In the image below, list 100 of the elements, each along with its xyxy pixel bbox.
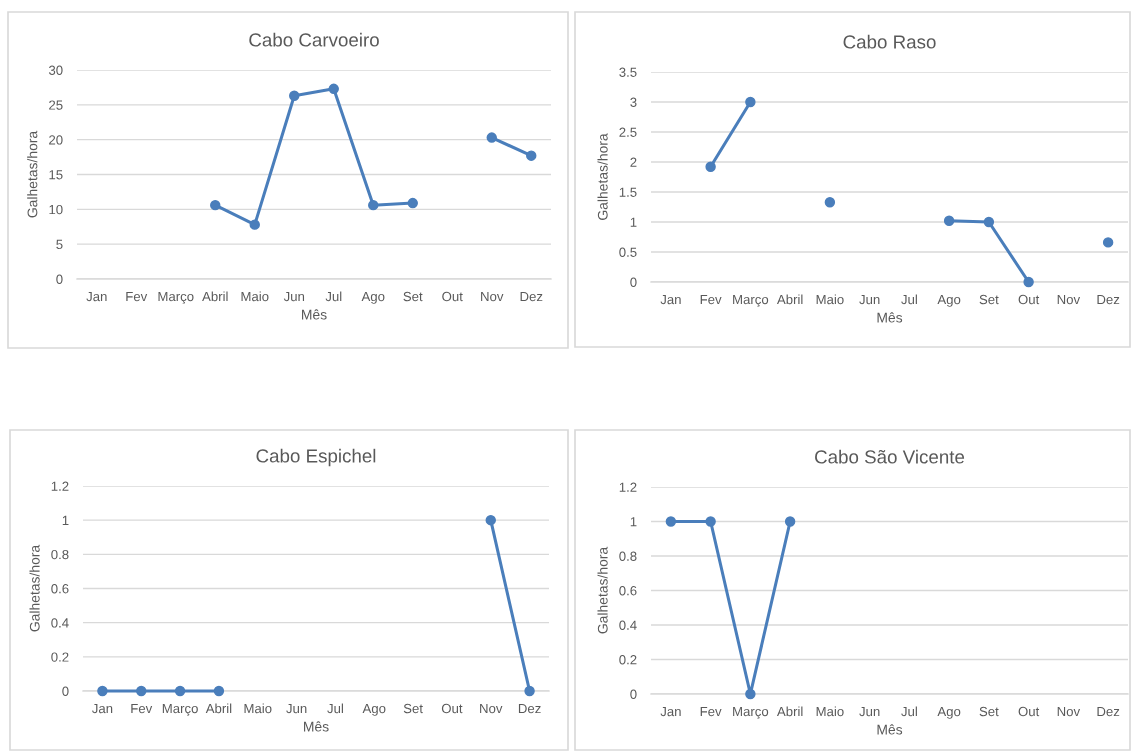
y-tick-label: 0 (56, 274, 63, 284)
x-tick-label: Dez (518, 703, 541, 714)
point (983, 216, 995, 228)
x-tick-label: Set (979, 706, 999, 717)
x-tick-label: Março (162, 703, 198, 716)
x-tick-label: Jan (660, 294, 681, 305)
y-tick-label: 0 (630, 689, 637, 699)
x-tick-label: Fev (126, 291, 148, 302)
y-tick-label: 2.5 (619, 127, 637, 137)
x-tick-label: Jan (91, 703, 113, 714)
x-axis-title: Mês (877, 312, 903, 323)
y-tick-label: 0 (630, 277, 637, 287)
x-tick-label: Ago (937, 706, 961, 719)
x-tick-label: Nov (480, 703, 503, 714)
y-tick-label: 0.5 (619, 247, 637, 257)
point (526, 150, 537, 161)
x-tick-label: Set (403, 703, 423, 714)
x-axis-title: Mês (302, 309, 327, 320)
point (745, 96, 756, 108)
y-axis-title: Galhetas/hora (27, 130, 38, 218)
x-tick-label: Abril (776, 294, 803, 305)
point (824, 196, 836, 208)
y-tick-label: 3.5 (619, 67, 637, 77)
x-tick-label: Set (979, 294, 999, 305)
chart-title: Cabo Espichel (256, 448, 376, 467)
x-tick-label: Abril (205, 703, 232, 714)
x-tick-label: Maio (241, 291, 269, 302)
x-tick-label: Março (158, 291, 194, 304)
x-tick-label: Abril (776, 706, 803, 717)
point (1023, 276, 1034, 288)
point (368, 199, 379, 211)
y-tick-label: 0.2 (51, 652, 69, 662)
y-tick-label: 1 (630, 217, 637, 227)
x-tick-label: Jun (859, 706, 880, 717)
x-axis-title: Mês (877, 724, 903, 735)
y-tick-label: 1 (62, 515, 69, 525)
x-tick-label: Dez (520, 291, 543, 302)
point (486, 132, 497, 143)
y-tick-label: 10 (49, 204, 63, 215)
y-tick-label: 3 (630, 97, 637, 107)
x-tick-label: Ago (937, 294, 961, 307)
y-tick-label: 0 (62, 686, 69, 696)
point (943, 215, 955, 227)
point (407, 197, 418, 209)
point (705, 161, 716, 173)
x-tick-label: Out (1018, 294, 1040, 305)
y-tick-label: 0.4 (51, 618, 69, 628)
x-tick-label: Dez (1097, 294, 1120, 305)
x-tick-label: Abril (202, 291, 228, 302)
y-tick-label: 0.8 (619, 551, 637, 561)
x-tick-label: Jan (660, 706, 681, 717)
x-tick-label: Set (403, 291, 423, 302)
x-tick-label: Maio (816, 294, 844, 305)
y-tick-label: 2 (630, 157, 637, 167)
x-tick-label: Jan (86, 291, 107, 302)
x-tick-label: Maio (816, 706, 844, 717)
x-tick-label: Março (733, 294, 769, 307)
x-tick-label: Maio (244, 703, 272, 714)
y-tick-label: 0.6 (51, 584, 69, 594)
x-axis-title: Mês (304, 721, 329, 732)
y-tick-label: 1.2 (51, 481, 69, 491)
x-tick-label: Nov (481, 291, 504, 302)
x-tick-label: Nov (1057, 294, 1081, 305)
y-axis-title: Galhetas/hora (597, 546, 608, 634)
point (289, 90, 300, 101)
y-tick-label: 1.2 (619, 482, 637, 492)
x-tick-label: Nov (1057, 706, 1081, 717)
x-tick-label: Jun (283, 291, 305, 302)
chart-title: Cabo São Vicente (815, 449, 965, 464)
point (210, 199, 221, 211)
chart-title: Cabo Carvoeiro (249, 32, 379, 47)
y-tick-label: 0.8 (51, 549, 69, 560)
point (328, 83, 339, 95)
y-axis-title: Galhetas/hora (29, 544, 40, 632)
x-tick-label: Ago (362, 703, 386, 716)
y-tick-label: 5 (56, 239, 63, 250)
x-tick-label: Jul (327, 703, 343, 714)
y-tick-label: 0.6 (619, 586, 637, 596)
y-tick-label: 15 (49, 170, 63, 180)
y-tick-label: 1 (630, 517, 637, 527)
y-tick-label: 30 (48, 65, 63, 75)
x-tick-label: Out (442, 291, 463, 302)
x-tick-label: Jul (325, 291, 342, 302)
x-tick-label: Jul (901, 706, 917, 717)
y-tick-label: 20 (49, 135, 63, 145)
x-tick-label: Fev (700, 706, 722, 717)
x-tick-label: Jun (286, 703, 307, 714)
x-tick-label: Fev (700, 294, 722, 305)
x-tick-label: Out (441, 703, 463, 714)
y-tick-label: 1.5 (619, 187, 637, 197)
x-tick-label: Out (1018, 706, 1040, 717)
x-tick-label: Jun (859, 294, 880, 305)
x-tick-label: Ago (361, 291, 385, 304)
x-tick-label: Dez (1097, 706, 1120, 717)
y-axis-title: Galhetas/hora (597, 133, 608, 220)
y-tick-label: 0.2 (619, 655, 637, 665)
x-tick-label: Fev (131, 703, 153, 714)
y-tick-label: 0.4 (619, 620, 637, 630)
chart-title: Cabo Raso (843, 34, 936, 49)
x-tick-label: Março (733, 706, 769, 719)
